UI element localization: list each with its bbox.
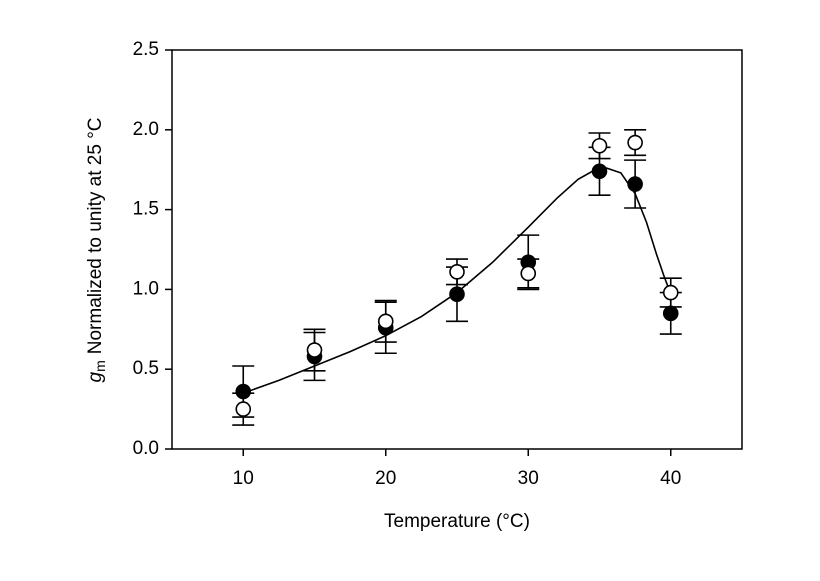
plot-frame xyxy=(171,49,743,450)
point xyxy=(449,264,465,280)
point xyxy=(627,134,643,151)
x-tick-label: 20 xyxy=(375,468,396,489)
y-tick-label: 2.5 xyxy=(133,39,159,60)
point xyxy=(520,265,537,282)
point xyxy=(377,313,394,330)
point xyxy=(306,342,323,358)
y-label-text: Normalized to unity at 25 °C xyxy=(85,117,106,354)
x-tick-label: 10 xyxy=(233,468,254,489)
y-axis-label: gm Normalized to unity at 25 °C xyxy=(85,117,108,382)
y-label-subscript: m xyxy=(92,360,108,372)
y-tick-label: 0.5 xyxy=(133,358,159,379)
x-tick-label: 40 xyxy=(660,468,681,489)
y-tick-label: 0.0 xyxy=(133,438,159,459)
point xyxy=(591,163,608,180)
point xyxy=(235,401,252,417)
y-tick-label: 1.5 xyxy=(133,199,159,220)
y-tick-label: 2.0 xyxy=(133,119,159,140)
point xyxy=(591,137,608,154)
point xyxy=(627,176,643,192)
fit-curve xyxy=(242,167,672,394)
point xyxy=(235,383,252,400)
point xyxy=(662,284,679,301)
y-tick-label: 1.0 xyxy=(133,278,159,299)
x-tick-label: 30 xyxy=(518,468,539,489)
point xyxy=(449,286,465,302)
y-label-symbol: g xyxy=(85,372,106,383)
x-axis-label: Temperature (°C) xyxy=(384,511,530,532)
point xyxy=(662,305,679,322)
